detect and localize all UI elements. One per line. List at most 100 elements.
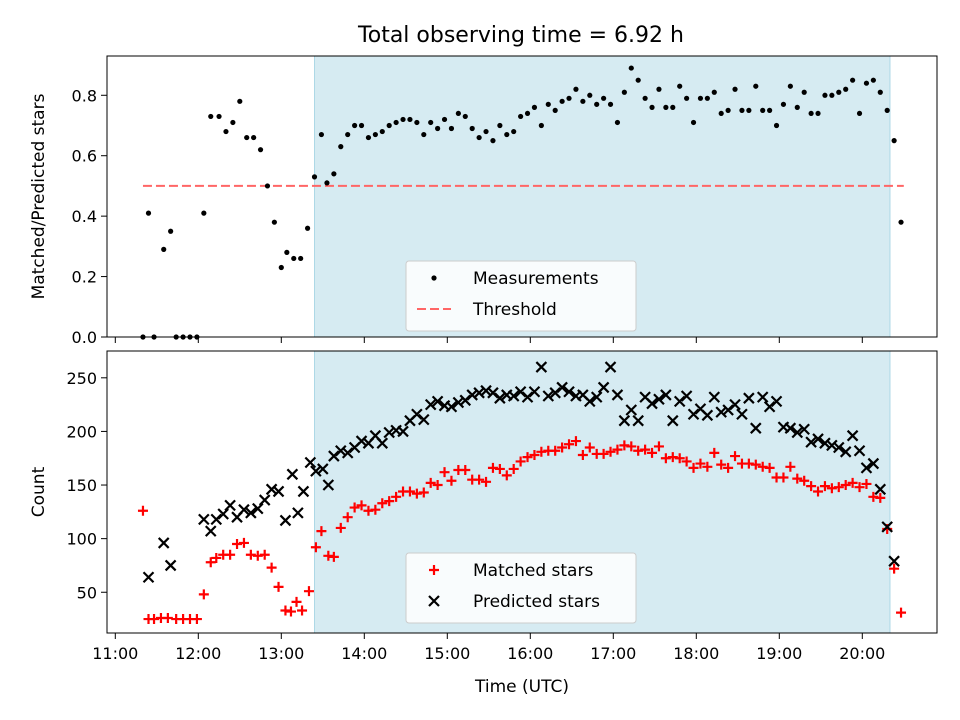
data-point bbox=[335, 444, 347, 457]
data-point bbox=[528, 385, 541, 398]
data-point bbox=[244, 134, 250, 141]
data-point bbox=[896, 607, 907, 618]
data-point bbox=[647, 447, 658, 458]
data-point bbox=[687, 408, 700, 421]
legend: Measurements Threshold bbox=[405, 260, 637, 332]
y-tick-label: 0.6 bbox=[72, 147, 97, 166]
y-tick-label: 200 bbox=[66, 422, 97, 441]
data-point bbox=[490, 138, 496, 144]
data-point bbox=[874, 483, 887, 496]
data-point bbox=[384, 496, 395, 507]
data-point bbox=[476, 134, 482, 141]
data-point bbox=[439, 467, 450, 478]
series-measurements bbox=[140, 65, 904, 340]
data-point bbox=[508, 463, 519, 474]
data-point bbox=[780, 101, 787, 107]
data-point bbox=[708, 391, 721, 403]
data-point bbox=[251, 134, 257, 141]
data-point bbox=[328, 551, 339, 562]
top-panel: 0.0 0.2 0.4 0.6 0.8 Matched/Predicted stars Me… bbox=[29, 55, 938, 347]
data-point bbox=[272, 485, 285, 498]
data-point bbox=[291, 255, 297, 262]
data-point bbox=[614, 119, 621, 126]
x-tick-label: 19:00 bbox=[756, 644, 802, 663]
data-point bbox=[649, 104, 655, 110]
data-point bbox=[497, 122, 503, 129]
data-point bbox=[670, 104, 676, 110]
data-point bbox=[829, 92, 835, 98]
x-tick-label: 15:00 bbox=[424, 644, 470, 663]
data-point bbox=[538, 122, 544, 129]
data-point bbox=[204, 525, 217, 537]
legend: Matched stars Predicted stars bbox=[405, 552, 637, 624]
data-point bbox=[677, 83, 683, 89]
data-point bbox=[237, 98, 243, 104]
data-point bbox=[736, 408, 748, 421]
legend-label: Matched stars bbox=[473, 561, 593, 581]
data-point bbox=[230, 119, 236, 126]
data-point bbox=[191, 614, 202, 625]
x-tick-label: 12:00 bbox=[175, 644, 221, 663]
data-point bbox=[891, 138, 897, 144]
data-point bbox=[566, 95, 572, 101]
data-point bbox=[297, 605, 308, 616]
x-tick-label: 13:00 bbox=[258, 644, 304, 663]
data-point bbox=[702, 461, 713, 472]
data-point bbox=[391, 491, 402, 502]
data-point bbox=[164, 559, 177, 572]
data-point bbox=[522, 452, 533, 463]
data-point bbox=[201, 210, 207, 216]
data-point bbox=[660, 389, 672, 401]
data-point bbox=[875, 492, 886, 503]
data-point bbox=[298, 255, 304, 262]
data-point bbox=[266, 562, 277, 573]
data-point bbox=[888, 555, 900, 567]
data-point bbox=[198, 589, 209, 600]
x-axis-label: Time (UTC) bbox=[474, 677, 569, 697]
data-point bbox=[521, 391, 534, 403]
data-point bbox=[877, 89, 883, 95]
data-point bbox=[587, 92, 593, 98]
data-point bbox=[813, 486, 824, 497]
data-point bbox=[448, 125, 455, 132]
data-point bbox=[157, 537, 170, 549]
data-point bbox=[701, 409, 714, 422]
x-tick-label: 18:00 bbox=[673, 644, 719, 663]
legend-marker bbox=[429, 565, 439, 575]
data-point bbox=[753, 83, 759, 89]
data-point bbox=[358, 122, 365, 129]
data-point bbox=[704, 95, 710, 101]
data-point bbox=[642, 95, 648, 101]
data-point bbox=[716, 459, 727, 470]
data-point bbox=[304, 456, 317, 469]
series-matched-stars bbox=[137, 436, 907, 625]
data-point bbox=[584, 442, 595, 453]
data-point bbox=[504, 131, 510, 138]
data-point bbox=[826, 439, 838, 452]
data-point bbox=[518, 113, 524, 120]
data-point bbox=[515, 456, 526, 467]
data-point bbox=[791, 426, 804, 439]
data-point bbox=[317, 463, 329, 475]
legend-box bbox=[405, 260, 637, 332]
data-point bbox=[870, 77, 876, 83]
data-point bbox=[473, 387, 485, 399]
data-point bbox=[414, 119, 420, 126]
data-point bbox=[310, 465, 322, 477]
data-point bbox=[342, 512, 353, 523]
data-point bbox=[847, 477, 858, 488]
data-point bbox=[570, 436, 581, 447]
data-point bbox=[584, 395, 596, 408]
data-point bbox=[545, 101, 551, 107]
data-point bbox=[494, 463, 505, 474]
data-point bbox=[355, 435, 368, 447]
data-point bbox=[711, 89, 717, 95]
data-point bbox=[511, 128, 517, 135]
data-point bbox=[840, 480, 851, 491]
data-point bbox=[794, 104, 800, 110]
data-point bbox=[217, 508, 229, 520]
data-point bbox=[653, 441, 664, 452]
data-point bbox=[808, 110, 814, 117]
legend-label: Threshold bbox=[472, 300, 557, 320]
data-point bbox=[273, 581, 284, 592]
